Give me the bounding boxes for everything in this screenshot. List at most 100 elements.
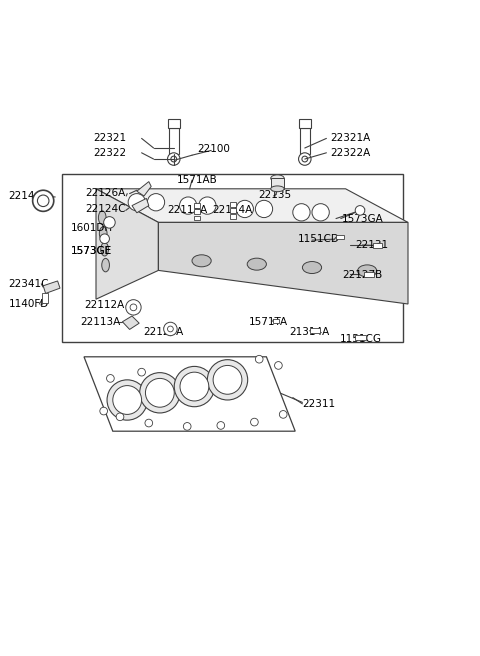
Polygon shape	[96, 189, 158, 299]
Text: 22126A: 22126A	[85, 188, 126, 197]
Circle shape	[207, 359, 248, 400]
Text: 1571TA: 1571TA	[249, 318, 288, 327]
Circle shape	[147, 194, 165, 211]
Polygon shape	[43, 281, 60, 293]
Text: 22322: 22322	[94, 148, 127, 158]
FancyBboxPatch shape	[355, 335, 366, 340]
Ellipse shape	[358, 265, 377, 277]
Text: 1140FD: 1140FD	[9, 299, 49, 309]
Circle shape	[37, 195, 49, 207]
Circle shape	[213, 365, 242, 394]
Circle shape	[138, 368, 145, 376]
FancyBboxPatch shape	[168, 119, 180, 128]
Circle shape	[180, 197, 197, 215]
Circle shape	[199, 197, 216, 215]
Text: 22113A: 22113A	[81, 317, 121, 327]
Text: 22144: 22144	[9, 191, 42, 201]
Circle shape	[100, 407, 108, 415]
FancyBboxPatch shape	[310, 329, 320, 333]
Circle shape	[164, 322, 177, 336]
Polygon shape	[96, 189, 408, 222]
Text: 22124C: 22124C	[85, 204, 126, 214]
Circle shape	[236, 200, 253, 218]
Circle shape	[275, 361, 282, 369]
Circle shape	[255, 356, 263, 363]
Text: 21314A: 21314A	[289, 327, 329, 337]
Ellipse shape	[271, 186, 284, 192]
Circle shape	[302, 156, 308, 162]
Text: 22131: 22131	[355, 241, 388, 251]
Polygon shape	[122, 316, 139, 329]
Circle shape	[107, 375, 114, 382]
FancyBboxPatch shape	[299, 119, 311, 128]
Circle shape	[217, 422, 225, 429]
Circle shape	[174, 367, 215, 407]
Circle shape	[180, 372, 209, 401]
Ellipse shape	[247, 258, 266, 270]
Text: 22311: 22311	[302, 399, 336, 409]
Circle shape	[299, 153, 311, 165]
Text: 22321: 22321	[94, 133, 127, 144]
Circle shape	[279, 411, 287, 419]
Ellipse shape	[98, 211, 106, 224]
Ellipse shape	[99, 227, 107, 240]
Text: 1601DH: 1601DH	[71, 223, 113, 233]
FancyBboxPatch shape	[300, 128, 310, 154]
Text: 22114A: 22114A	[212, 205, 252, 215]
FancyBboxPatch shape	[230, 202, 236, 207]
Circle shape	[183, 422, 191, 430]
Text: 22115A: 22115A	[167, 205, 207, 215]
Circle shape	[100, 234, 109, 243]
Text: 1151CD: 1151CD	[298, 234, 339, 244]
Text: 22322A: 22322A	[330, 148, 371, 158]
FancyBboxPatch shape	[373, 243, 382, 248]
Circle shape	[104, 216, 115, 228]
Text: 22112A: 22112A	[84, 300, 124, 310]
Text: 1573GE: 1573GE	[71, 246, 112, 256]
Circle shape	[128, 194, 145, 211]
Text: 22135: 22135	[258, 190, 291, 199]
FancyBboxPatch shape	[194, 216, 200, 220]
Circle shape	[145, 419, 153, 427]
Circle shape	[255, 200, 273, 218]
Ellipse shape	[271, 175, 284, 182]
Polygon shape	[84, 357, 295, 431]
Circle shape	[312, 203, 329, 221]
Circle shape	[126, 300, 141, 315]
Text: 22100: 22100	[197, 144, 229, 154]
Circle shape	[145, 379, 174, 407]
Circle shape	[130, 304, 137, 311]
Ellipse shape	[101, 243, 108, 256]
Circle shape	[171, 156, 177, 162]
Circle shape	[140, 373, 180, 413]
FancyBboxPatch shape	[364, 272, 374, 277]
FancyBboxPatch shape	[194, 203, 200, 208]
FancyBboxPatch shape	[336, 236, 344, 239]
FancyBboxPatch shape	[271, 178, 284, 189]
Ellipse shape	[102, 258, 109, 272]
Text: 22127B: 22127B	[342, 270, 382, 280]
Ellipse shape	[302, 262, 322, 274]
Text: 1571AB: 1571AB	[177, 175, 217, 185]
Text: 1573GE: 1573GE	[71, 246, 112, 256]
Text: 22321A: 22321A	[330, 133, 371, 144]
Circle shape	[116, 413, 124, 420]
Circle shape	[293, 203, 310, 221]
FancyBboxPatch shape	[230, 215, 236, 219]
Polygon shape	[158, 222, 408, 304]
Circle shape	[355, 205, 365, 215]
FancyBboxPatch shape	[273, 319, 279, 323]
Circle shape	[251, 419, 258, 426]
Circle shape	[168, 153, 180, 165]
FancyBboxPatch shape	[230, 208, 236, 213]
Text: 1151CG: 1151CG	[340, 333, 382, 344]
Ellipse shape	[192, 255, 211, 267]
Text: 22125A: 22125A	[143, 327, 183, 337]
Circle shape	[113, 386, 142, 415]
Circle shape	[33, 190, 54, 211]
FancyBboxPatch shape	[62, 174, 403, 342]
Text: 1573GA: 1573GA	[342, 214, 384, 224]
Polygon shape	[132, 198, 149, 213]
Text: 22341C: 22341C	[9, 279, 49, 289]
Circle shape	[168, 326, 173, 332]
